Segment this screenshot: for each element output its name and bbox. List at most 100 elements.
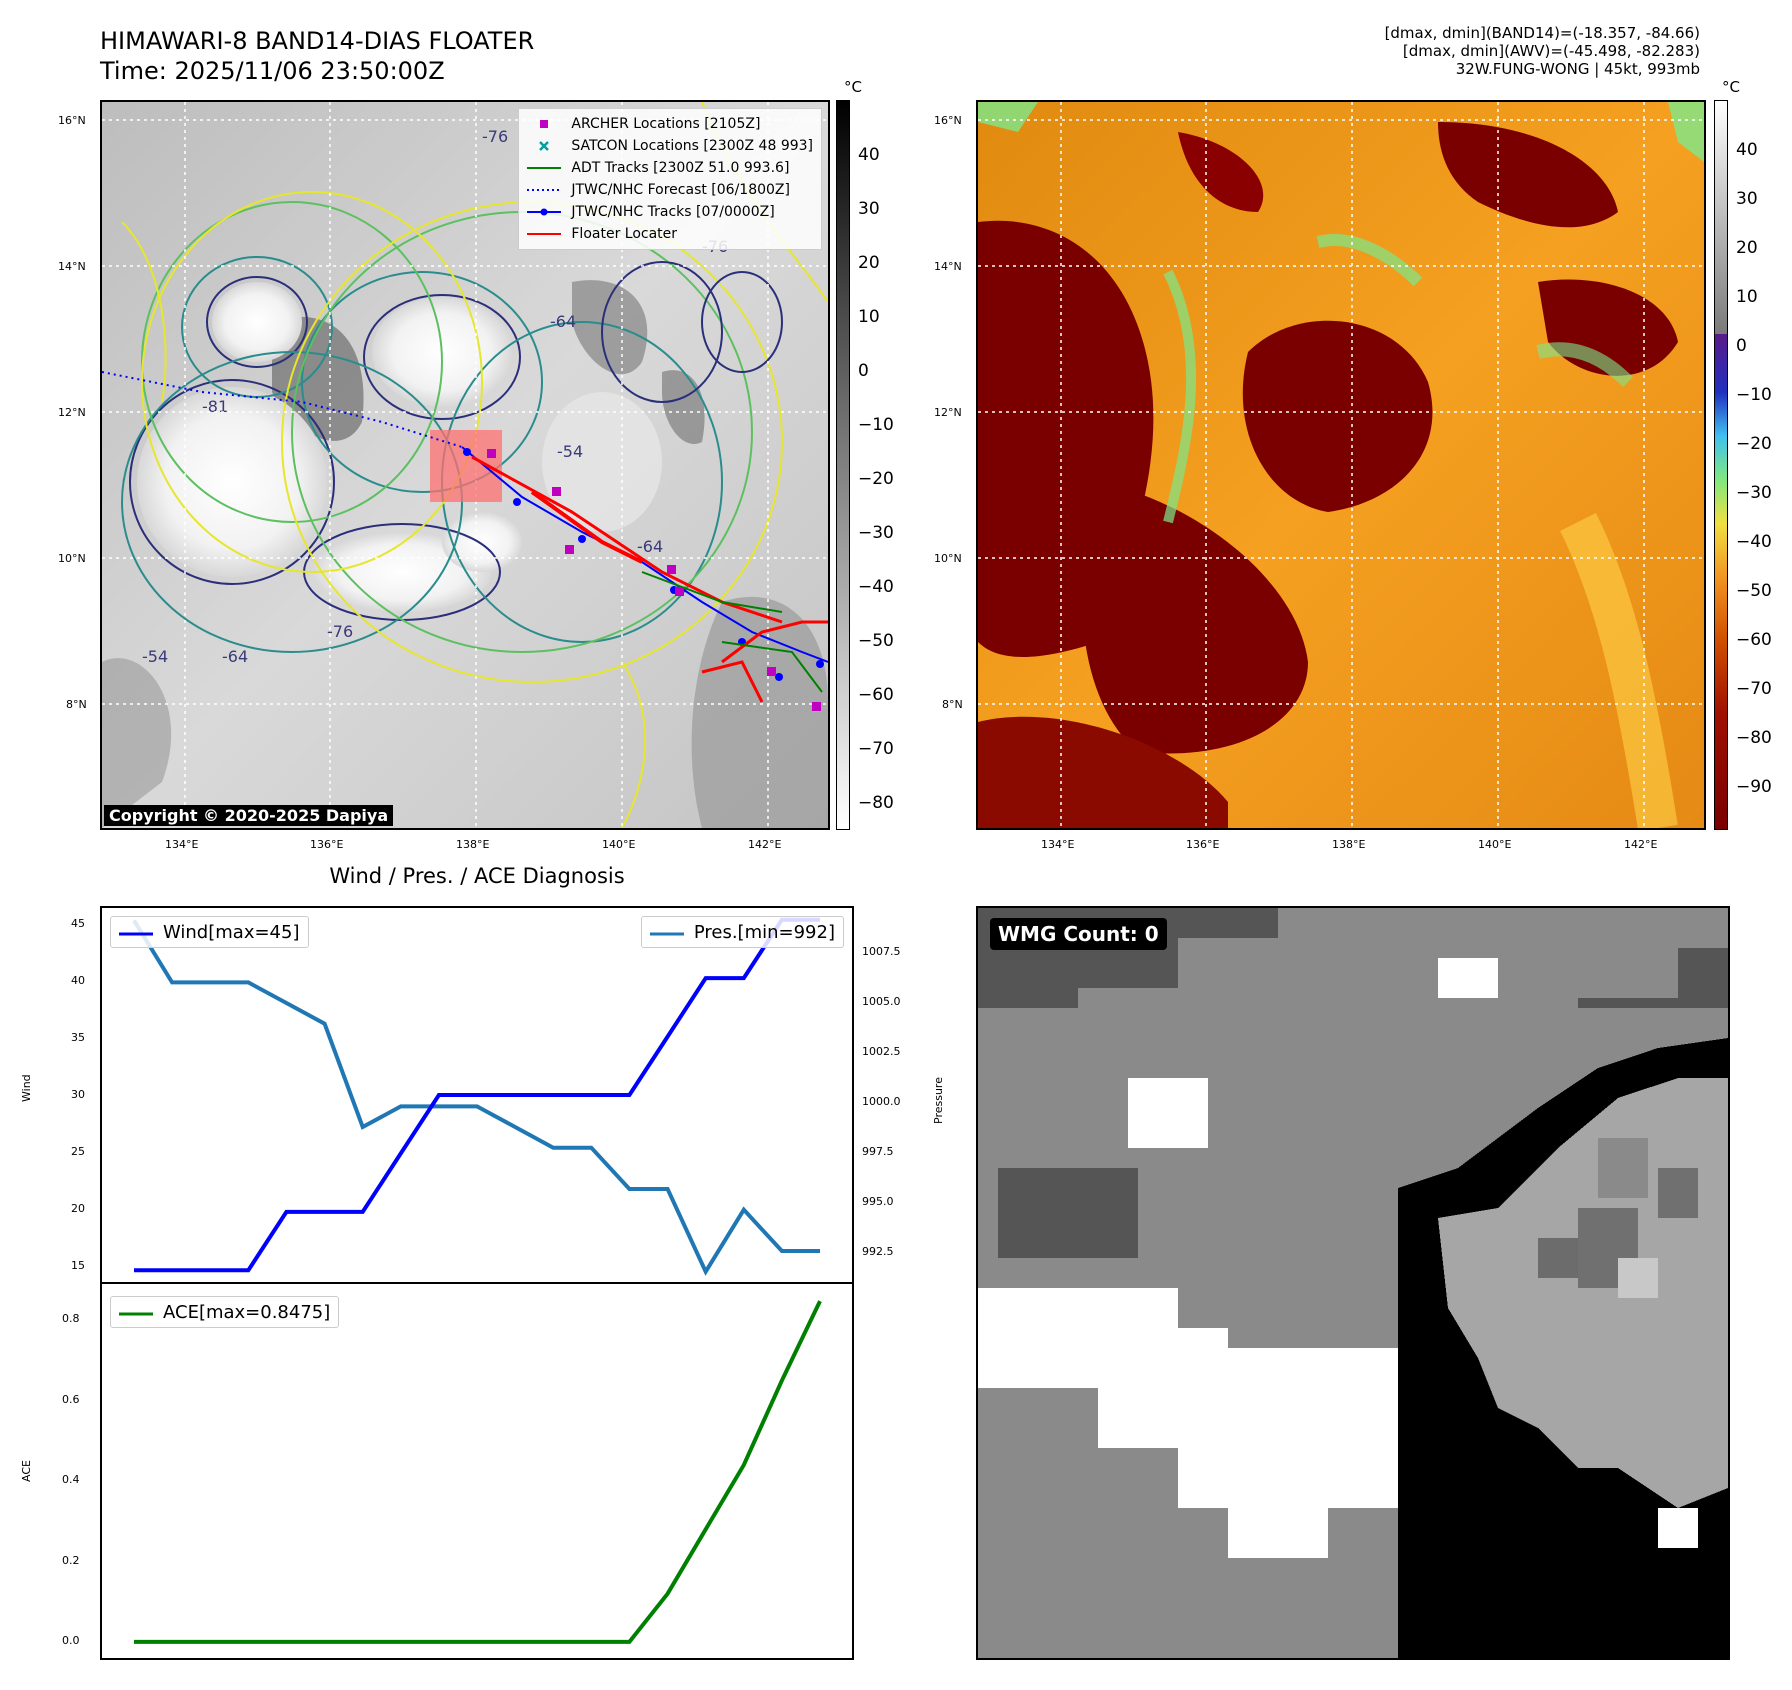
ir-legend: ARCHER Locations [2105Z] SATCON Location… [518,108,822,250]
contour-label: -76 [482,127,508,146]
legend-label: JTWC/NHC Forecast [06/1800Z] [571,182,790,198]
ace-legend-label: ACE[max=0.8475] [163,1301,331,1323]
floater-track-line [471,455,783,624]
ir-colorbar-unit: °C [844,78,862,96]
cb-tick: −40 [858,577,894,597]
wind-series-line [134,917,820,1273]
contour-label: -54 [142,647,168,666]
ace-tick: 0.8 [62,1312,80,1325]
ace-tick: 0.2 [62,1554,80,1567]
cb-tick: −30 [858,523,894,543]
line-icon [119,1305,153,1319]
wind-ylabel: Wind [20,1074,33,1102]
contour-label: -76 [327,622,353,641]
wmg-image [978,908,1728,1658]
diag-title: Wind / Pres. / ACE Diagnosis [329,864,625,888]
contour-label: -81 [202,397,228,416]
legend-satcon: SATCON Locations [2300Z 48 993] [527,135,813,157]
wind-tick: 25 [71,1145,85,1158]
pres-tick: 1005.0 [862,995,901,1008]
cb-tick: −50 [858,631,894,651]
lat-tick: 14°N [934,260,962,273]
cb-tick: 30 [1736,189,1758,209]
lat-tick: 8°N [942,698,963,711]
cb-tick: −70 [858,739,894,759]
legend-jtwc-forecast: JTWC/NHC Forecast [06/1800Z] [527,179,813,201]
lon-tick: 140°E [602,838,636,851]
wind-tick: 20 [71,1202,85,1215]
cb-tick: −70 [1736,679,1772,699]
lat-tick: 12°N [934,406,962,419]
legend-jtwc-tracks: JTWC/NHC Tracks [07/0000Z] [527,201,813,223]
pres-tick: 1000.0 [862,1095,901,1108]
cb-tick: −30 [1736,483,1772,503]
cb-tick: 30 [858,199,880,219]
legend-label: SATCON Locations [2300Z 48 993] [571,138,813,154]
info-line1: [dmax, dmin](BAND14)=(-18.357, -84.66) [1384,24,1700,42]
cb-tick: 0 [1736,336,1747,356]
cb-tick: −20 [1736,434,1772,454]
wv-map-panel [976,100,1706,830]
ace-tick: 0.6 [62,1393,80,1406]
cb-tick: 0 [858,361,869,381]
line-icon [649,925,684,939]
wind-pres-panel: Wind[max=45] Pres.[min=992] [100,906,854,1284]
cb-tick: −60 [858,685,894,705]
lon-tick: 138°E [456,838,490,851]
contour-label: -64 [550,312,576,331]
legend-floater: Floater Locater [527,223,813,245]
lat-tick: 16°N [934,114,962,127]
wind-tick: 15 [71,1259,85,1272]
cb-tick: 20 [1736,238,1758,258]
pres-tick: 992.5 [862,1245,894,1258]
cb-tick: −50 [1736,581,1772,601]
pres-series-line [132,919,820,1276]
lon-tick: 136°E [1186,838,1220,851]
jtwc-forecast-line [102,371,463,448]
wind-legend-label: Wind[max=45] [163,921,300,943]
lon-tick: 142°E [748,838,782,851]
jtwc-track-line [461,446,828,663]
wind-tick: 45 [71,917,85,930]
adt-track-line [641,571,783,613]
line-icon [119,925,153,939]
pres-legend-label: Pres.[min=992] [693,921,835,943]
lat-tick: 14°N [58,260,86,273]
cb-tick: −40 [1736,532,1772,552]
lat-tick: 8°N [66,698,87,711]
info-block: [dmax, dmin](BAND14)=(-18.357, -84.66) [… [1100,24,1700,78]
pres-legend: Pres.[min=992] [640,916,844,948]
line-dot-icon [527,205,562,219]
wv-colorbar [1714,100,1728,830]
wmg-count-label: WMG Count: 0 [990,918,1167,950]
wind-pres-chart [132,917,820,1276]
ace-legend: ACE[max=0.8475] [110,1296,340,1328]
wv-gridlines [978,102,1704,828]
lat-tick: 10°N [934,552,962,565]
ace-tick: 0.0 [62,1634,80,1647]
wmg-panel: WMG Count: 0 [976,906,1730,1660]
pres-tick: 995.0 [862,1195,894,1208]
info-line2: [dmax, dmin](AWV)=(-45.498, -82.283) [1402,42,1700,60]
pres-tick: 1007.5 [862,945,901,958]
wind-tick: 40 [71,974,85,987]
ir-map-panel: -76 -64 -54 -81 -76 -64 -54 -64 -76 [100,100,830,830]
cb-tick: −10 [1736,385,1772,405]
archer-points [487,449,821,711]
lon-tick: 142°E [1624,838,1658,851]
cb-tick: 10 [1736,287,1758,307]
title-line1: HIMAWARI-8 BAND14-DIAS FLOATER [100,27,535,55]
x-mark-icon [527,139,561,153]
wind-tick: 30 [71,1088,85,1101]
cb-tick: −20 [858,469,894,489]
lat-tick: 16°N [58,114,86,127]
contour-label: -64 [222,647,248,666]
wv-colorbar-unit: °C [1722,78,1740,96]
lat-tick: 12°N [58,406,86,419]
contour-label: -64 [637,537,663,556]
pres-tick: 997.5 [862,1145,894,1158]
pres-ylabel: Pressure [932,1077,945,1124]
wind-legend: Wind[max=45] [110,916,309,948]
cb-tick: −90 [1736,777,1772,797]
line-icon [527,161,562,175]
